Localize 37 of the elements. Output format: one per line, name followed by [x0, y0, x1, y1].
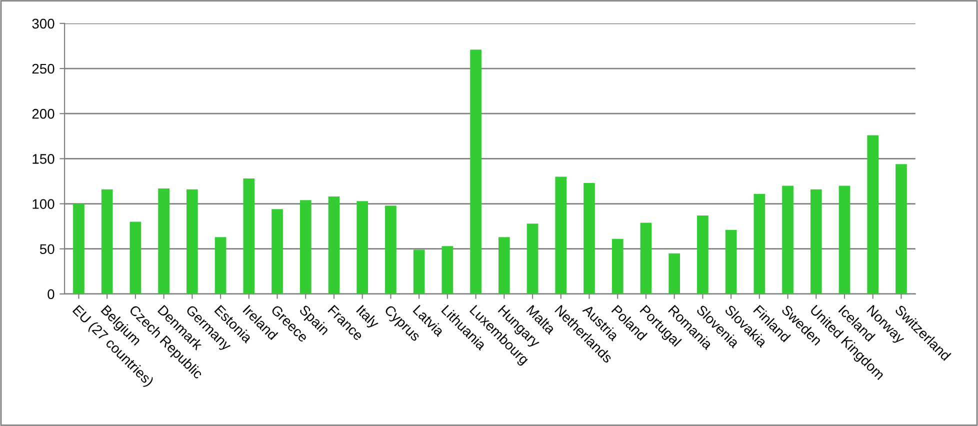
bar: [470, 50, 482, 294]
y-tick-label: 150: [32, 154, 54, 164]
bar: [697, 215, 708, 294]
y-tick-label: 200: [32, 108, 54, 119]
bar: [754, 194, 766, 294]
bar: [356, 201, 368, 294]
bar: [584, 183, 595, 294]
bar: [186, 189, 198, 294]
bar: [300, 200, 312, 294]
bar: [838, 186, 850, 294]
bar: [243, 178, 255, 294]
bar: [442, 246, 454, 294]
bar: [214, 237, 226, 294]
bar: [526, 224, 538, 294]
y-tick-label: 0: [48, 289, 54, 300]
bar: [272, 209, 283, 294]
bar: [101, 189, 113, 294]
y-tick-label: 100: [32, 199, 54, 209]
bar: [810, 189, 822, 294]
bar: [158, 188, 170, 294]
bar: [555, 176, 567, 294]
y-tick-label: 250: [32, 64, 54, 74]
bar: [782, 186, 794, 294]
bar: [413, 250, 425, 294]
bar: [640, 222, 652, 294]
bar: [328, 196, 340, 294]
bar: [612, 238, 624, 294]
bar: [498, 237, 510, 294]
bar: [73, 204, 84, 294]
y-tick-label: 300: [32, 18, 54, 29]
bar: [896, 164, 907, 294]
bar: [725, 230, 737, 294]
bar: [668, 253, 680, 294]
bar: [385, 206, 396, 294]
bar: [867, 135, 879, 294]
bar: [130, 222, 142, 294]
y-tick-label: 50: [40, 244, 54, 254]
